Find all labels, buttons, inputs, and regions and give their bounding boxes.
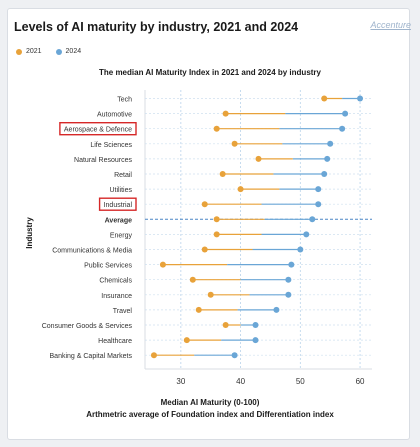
point-2024 — [252, 337, 259, 344]
point-2021 — [201, 201, 208, 208]
point-2021 — [222, 322, 229, 328]
brand-link[interactable]: Accenture — [370, 20, 411, 30]
point-2024 — [315, 201, 322, 208]
point-2024 — [342, 110, 349, 117]
x-tick-label: 40 — [236, 377, 245, 386]
point-2021 — [213, 125, 220, 132]
category-label: Travel — [113, 308, 133, 315]
point-2024 — [357, 95, 364, 102]
point-2024 — [285, 276, 292, 283]
category-label: Healthcare — [98, 338, 132, 345]
chart-title: The median AI Maturity Index in 2021 and… — [99, 68, 321, 77]
point-2021 — [189, 276, 196, 283]
category-label: Retail — [114, 172, 132, 179]
point-2021 — [222, 110, 229, 117]
point-2021 — [255, 155, 262, 162]
category-label: Energy — [110, 232, 133, 239]
point-2021 — [213, 216, 220, 223]
category-label: Chemicals — [99, 278, 132, 285]
point-2024 — [309, 216, 316, 223]
category-label: Insurance — [101, 293, 132, 300]
point-2021 — [321, 95, 328, 102]
point-2021 — [183, 337, 190, 344]
point-2021 — [231, 140, 238, 147]
point-2021 — [159, 261, 166, 268]
point-2024 — [324, 155, 331, 162]
point-2024 — [303, 231, 310, 238]
x-tick-label: 30 — [176, 377, 185, 386]
point-2024 — [327, 140, 334, 147]
category-label: Tech — [117, 97, 132, 104]
category-label: Public Services — [84, 263, 132, 270]
chart-card-title: Levels of AI maturity by industry, 2021 … — [14, 20, 299, 34]
legend-label-2024: 2024 — [65, 48, 82, 55]
chart-card — [7, 8, 410, 440]
point-2021 — [195, 306, 202, 313]
category-label: Banking & Capital Markets — [50, 353, 133, 360]
category-label: Natural Resources — [74, 157, 132, 164]
legend-swatch-2021 — [16, 48, 22, 55]
category-label: Automotive — [97, 112, 132, 119]
point-2021 — [150, 352, 157, 359]
category-label: Industrial — [104, 202, 133, 209]
point-2021 — [201, 246, 208, 253]
x-tick-label: 60 — [356, 377, 365, 386]
point-2021 — [219, 171, 226, 177]
category-label: Utilities — [109, 187, 132, 194]
category-label: Consumer Goods & Services — [42, 323, 133, 330]
category-label: Communications & Media — [52, 248, 132, 255]
point-2024 — [285, 291, 292, 298]
category-label: Average — [105, 217, 132, 224]
point-2024 — [339, 125, 346, 132]
point-2024 — [273, 306, 280, 313]
point-2024 — [252, 322, 259, 328]
point-2021 — [213, 231, 220, 238]
highlight-box — [59, 121, 137, 136]
point-2024 — [231, 352, 238, 359]
category-label: Life Sciences — [90, 142, 132, 149]
point-2021 — [237, 186, 244, 193]
point-2024 — [288, 261, 295, 268]
legend-swatch-2024 — [55, 48, 62, 55]
legend-item-2024: 2024 — [55, 48, 82, 55]
legend-label-2021: 2021 — [26, 48, 42, 55]
x-axis-label: Median AI Maturity (0-100) — [160, 398, 260, 407]
legend: 2021 2024 — [16, 48, 93, 57]
point-2024 — [297, 246, 304, 253]
point-2021 — [207, 291, 214, 298]
point-2024 — [315, 186, 322, 193]
category-label: Aerospace & Defence — [64, 127, 132, 134]
x-tick-label: 50 — [296, 377, 305, 386]
highlight-box — [98, 197, 137, 211]
y-axis-label: Industry — [25, 217, 34, 249]
x-axis-sublabel: Arthmetric average of Foundation index a… — [86, 410, 334, 419]
point-2024 — [321, 171, 328, 177]
legend-item-2021: 2021 — [16, 48, 42, 55]
